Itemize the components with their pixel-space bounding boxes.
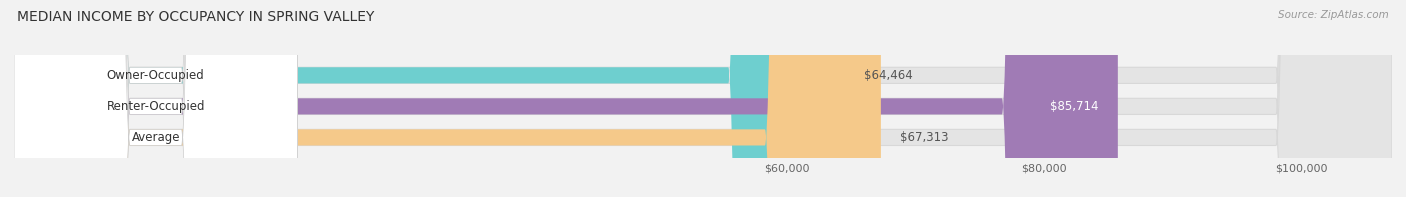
Text: Owner-Occupied: Owner-Occupied <box>107 69 205 82</box>
FancyBboxPatch shape <box>14 0 1392 197</box>
Text: Average: Average <box>132 131 180 144</box>
FancyBboxPatch shape <box>14 0 1392 197</box>
FancyBboxPatch shape <box>14 0 297 197</box>
Text: Renter-Occupied: Renter-Occupied <box>107 100 205 113</box>
Text: MEDIAN INCOME BY OCCUPANCY IN SPRING VALLEY: MEDIAN INCOME BY OCCUPANCY IN SPRING VAL… <box>17 10 374 24</box>
Text: $85,714: $85,714 <box>1050 100 1098 113</box>
FancyBboxPatch shape <box>14 0 297 197</box>
Text: $67,313: $67,313 <box>900 131 949 144</box>
FancyBboxPatch shape <box>14 0 882 197</box>
FancyBboxPatch shape <box>14 0 1118 197</box>
Text: $64,464: $64,464 <box>863 69 912 82</box>
FancyBboxPatch shape <box>14 0 297 197</box>
FancyBboxPatch shape <box>14 0 1392 197</box>
Text: Source: ZipAtlas.com: Source: ZipAtlas.com <box>1278 10 1389 20</box>
FancyBboxPatch shape <box>14 0 844 197</box>
